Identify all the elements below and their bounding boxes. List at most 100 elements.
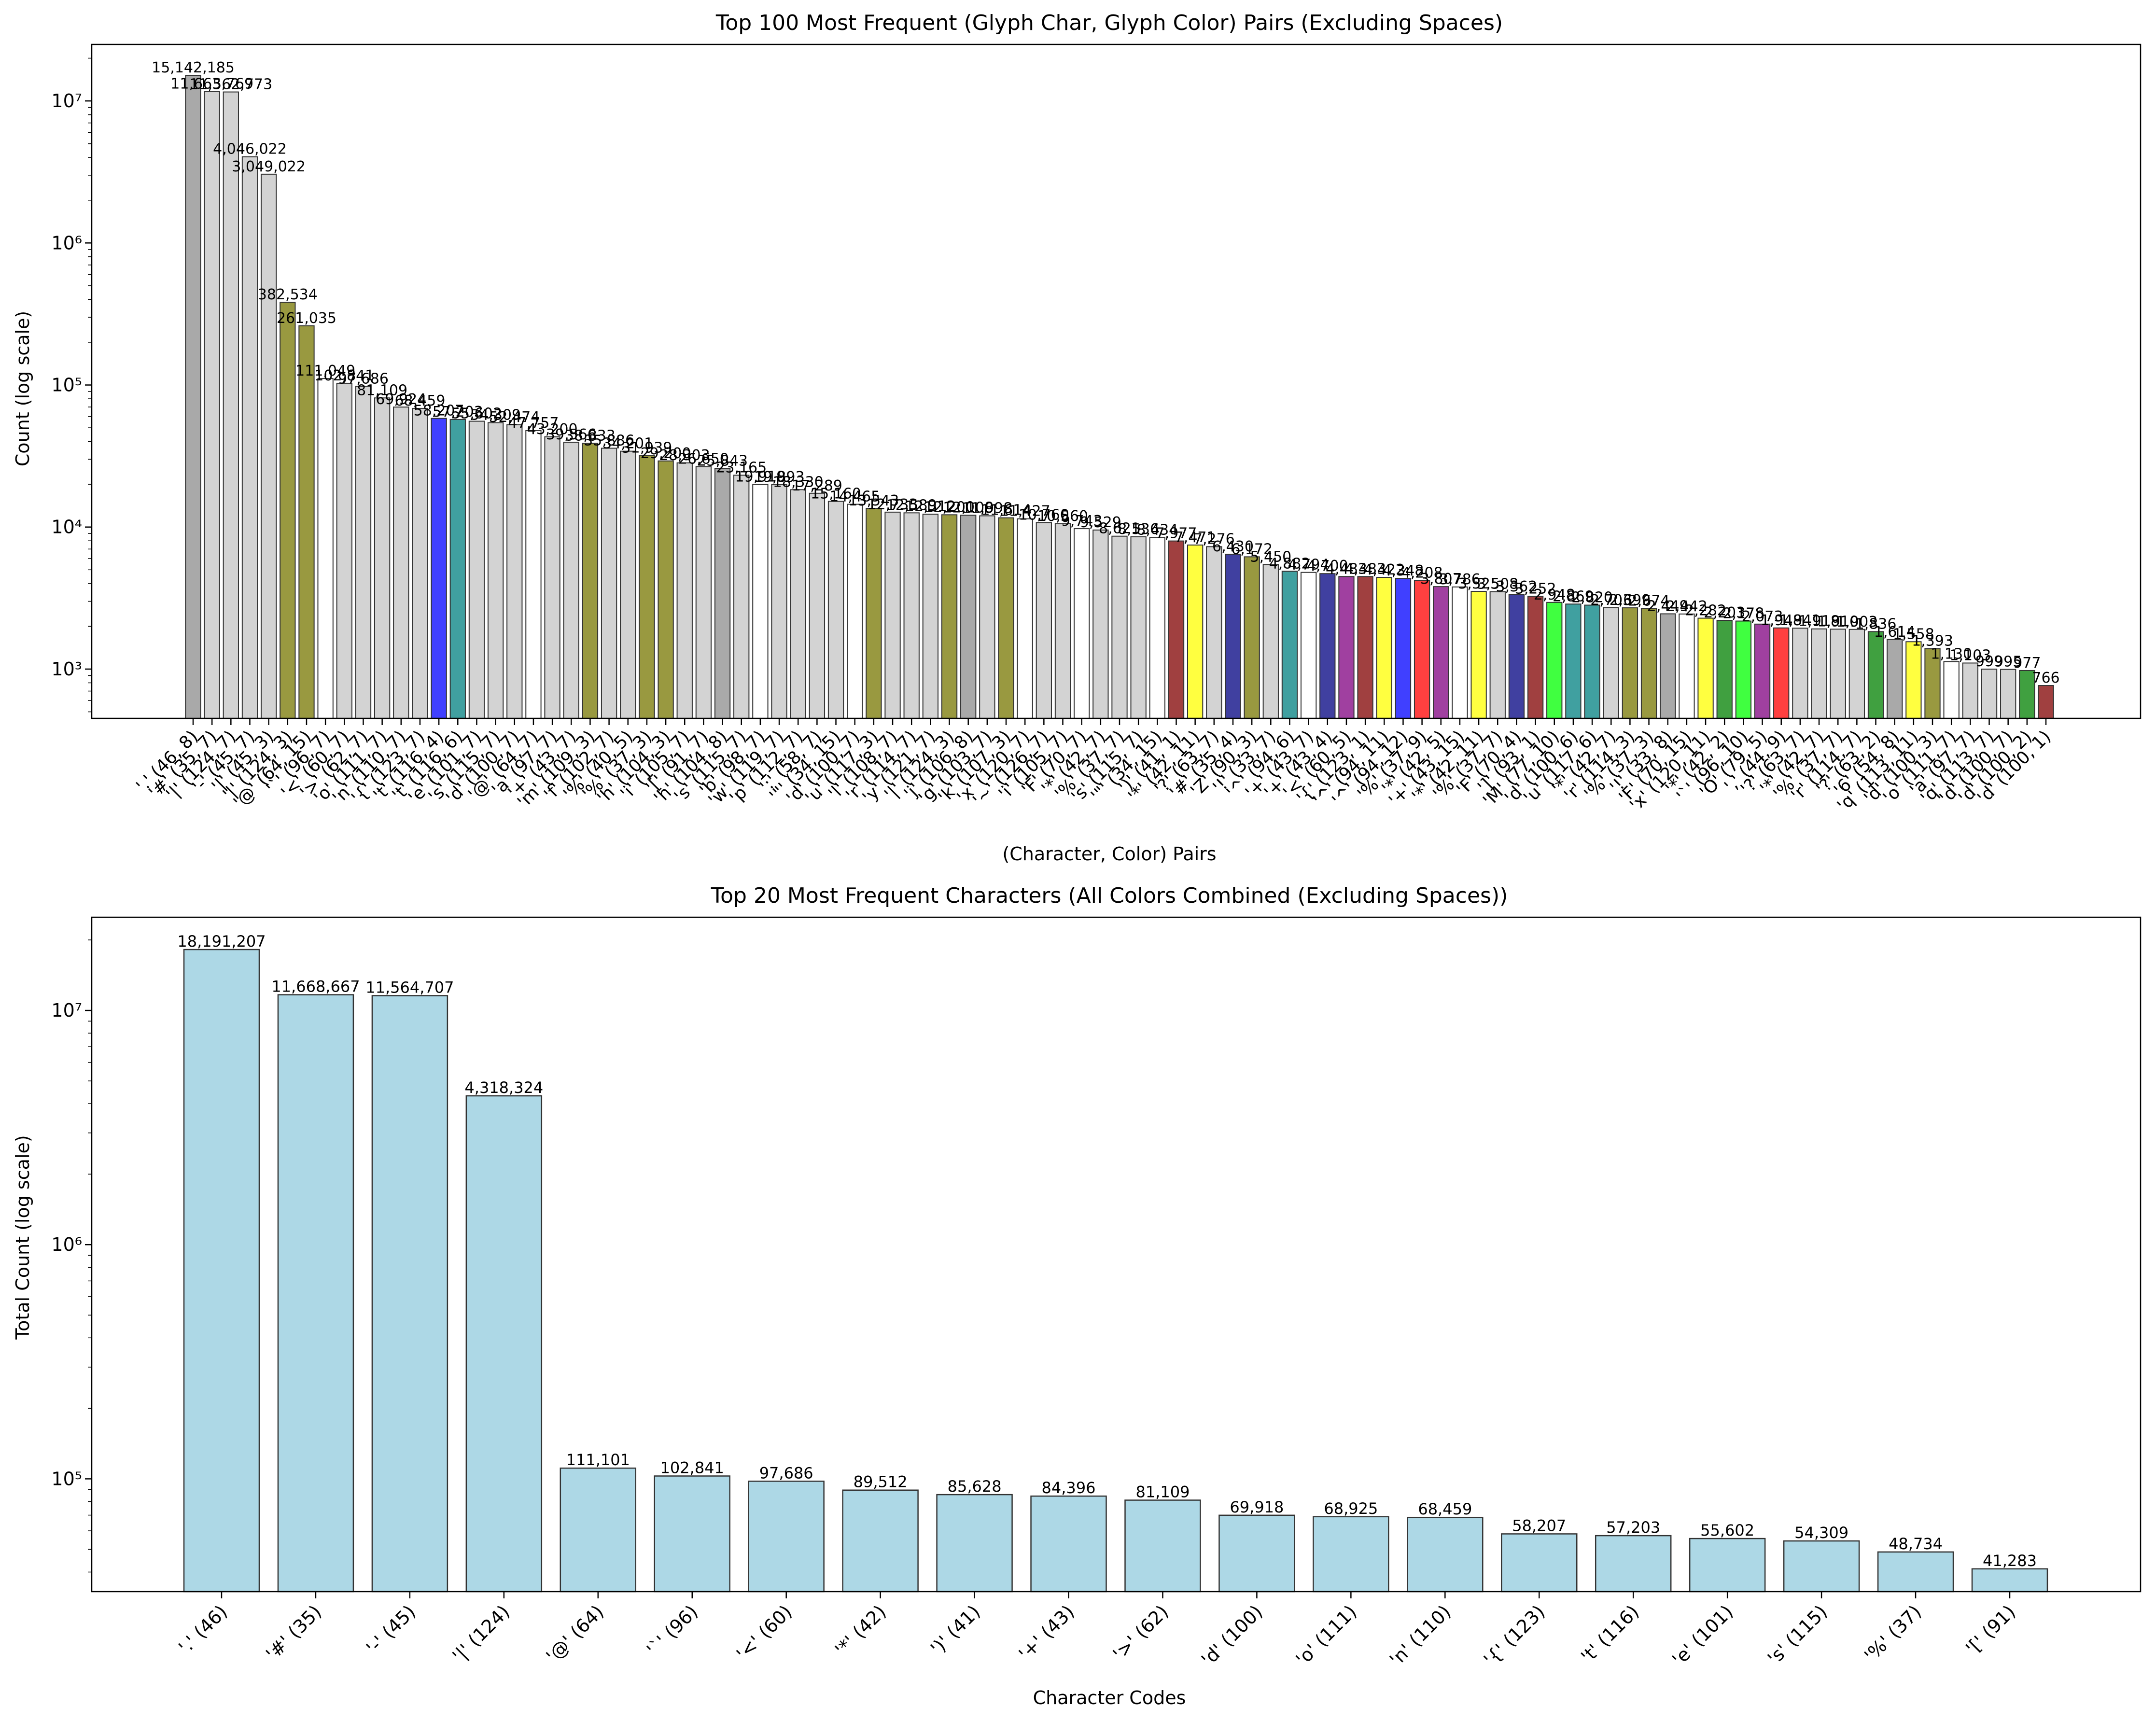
bar-value-label: 19,893 [754, 469, 805, 486]
bar [1584, 604, 1600, 719]
bar [1407, 1516, 1484, 1593]
bar-value-label: 34,201 [602, 435, 653, 452]
bar-value-label: 1,941 [1779, 612, 1821, 629]
bar [374, 397, 391, 719]
bar [1783, 1540, 1860, 1593]
bar [1376, 577, 1392, 719]
y-tick-label: 10⁵ [51, 1468, 82, 1489]
bar-value-label: 1,393 [1912, 633, 1953, 650]
bar [979, 515, 995, 719]
bar [1640, 608, 1657, 719]
bar-value-label: 6,172 [1231, 541, 1273, 558]
bar-value-label: 69,918 [1230, 1498, 1284, 1516]
bar-value-label: 3,508 [1477, 576, 1518, 593]
bar [884, 511, 901, 719]
bar [336, 382, 352, 719]
bar-value-label: 3,252 [1515, 580, 1556, 597]
bar [1773, 627, 1790, 719]
bar-value-label: 9,529 [1080, 514, 1121, 531]
bar-value-label: 81,109 [357, 382, 407, 399]
bar-value-label: 47,757 [508, 415, 559, 432]
bar-value-label: 41,283 [1983, 1552, 2037, 1570]
bar-value-label: 48,734 [1889, 1535, 1943, 1553]
bar-value-label: 18,330 [773, 474, 824, 490]
bar-value-label: 8,621 [1099, 520, 1140, 537]
bar [317, 378, 334, 719]
bar-value-label: 54,309 [470, 407, 521, 424]
bar-value-label: 995 [1994, 654, 2022, 671]
bar [1187, 545, 1204, 719]
y-tick-label: 10⁷ [51, 90, 82, 112]
bar-value-label: 19,919 [735, 469, 785, 486]
bar-value-label: 3,525 [1458, 575, 1499, 592]
bar [1338, 576, 1355, 719]
bar [1848, 629, 1865, 719]
bar [1017, 518, 1033, 719]
bar [1811, 628, 1827, 719]
bar-value-label: 13,543 [848, 492, 899, 509]
bar [1830, 629, 1846, 719]
bar [658, 460, 674, 719]
bar [1971, 1568, 2048, 1593]
bar [1501, 1533, 1578, 1593]
bar-value-label: 1,903 [1836, 614, 1877, 630]
bar-value-label: 58,207 [414, 403, 464, 420]
bar-value-label: 7,977 [1156, 525, 1197, 542]
bar [1924, 648, 1941, 719]
bar-value-label: 4,882 [1269, 555, 1311, 572]
bar [620, 450, 636, 719]
bar [449, 419, 466, 719]
bar-value-label: 4,794 [1288, 557, 1330, 574]
bar [204, 91, 220, 719]
bar-value-label: 3,049,022 [232, 158, 306, 175]
bar [582, 443, 599, 719]
bar-value-label: 55,602 [451, 406, 502, 422]
bar [241, 156, 258, 719]
bar [1319, 573, 1336, 719]
bar [487, 422, 504, 719]
bar-value-label: 38,833 [565, 427, 616, 444]
bar [1470, 590, 1487, 719]
bar [1546, 602, 1563, 719]
bar [1168, 540, 1185, 719]
bar [1660, 613, 1676, 719]
bar-value-label: 12,589 [886, 497, 937, 514]
bar-value-label: 4,348 [1383, 562, 1424, 579]
bar-value-label: 382,534 [258, 286, 318, 303]
bar [1054, 523, 1071, 719]
bar-value-label: 54,309 [1794, 1524, 1848, 1542]
bar [1130, 536, 1147, 719]
bar-value-label: 2,442 [1666, 598, 1708, 615]
bar [1206, 546, 1222, 719]
bar-value-label: 4,208 [1401, 564, 1443, 581]
bar-value-label: 39,566 [546, 426, 597, 443]
bar [560, 1467, 637, 1593]
bar-value-label: 26,650 [678, 450, 729, 467]
bar [525, 430, 542, 719]
bar-value-label: 84,396 [1042, 1479, 1096, 1497]
bar-value-label: 1,918 [1798, 613, 1840, 630]
bar [1489, 591, 1506, 719]
bar-value-label: 1,836 [1855, 616, 1897, 632]
y-tick-label: 10⁶ [51, 232, 82, 253]
bar [1679, 613, 1695, 719]
bar-value-label: 11,998 [962, 500, 1012, 517]
bar [544, 436, 560, 719]
bar [1357, 576, 1373, 719]
bar-value-label: 6,430 [1212, 538, 1254, 555]
bar-value-label: 1,948 [1761, 612, 1802, 629]
bar-value-label: 11,564,707 [365, 978, 454, 996]
bar [1867, 631, 1884, 719]
bar [2000, 669, 2016, 719]
bar [1603, 607, 1619, 719]
bar [2038, 685, 2054, 719]
bar [1111, 535, 1128, 719]
bar-value-label: 18,191,207 [177, 932, 266, 951]
bar [827, 501, 844, 719]
bar [2019, 670, 2035, 719]
bar [1036, 522, 1052, 719]
bar [393, 406, 409, 719]
bar-value-label: 11,562,773 [189, 76, 272, 93]
bar-value-label: 69,924 [376, 391, 426, 408]
characters-chart-frame [91, 916, 2142, 1593]
